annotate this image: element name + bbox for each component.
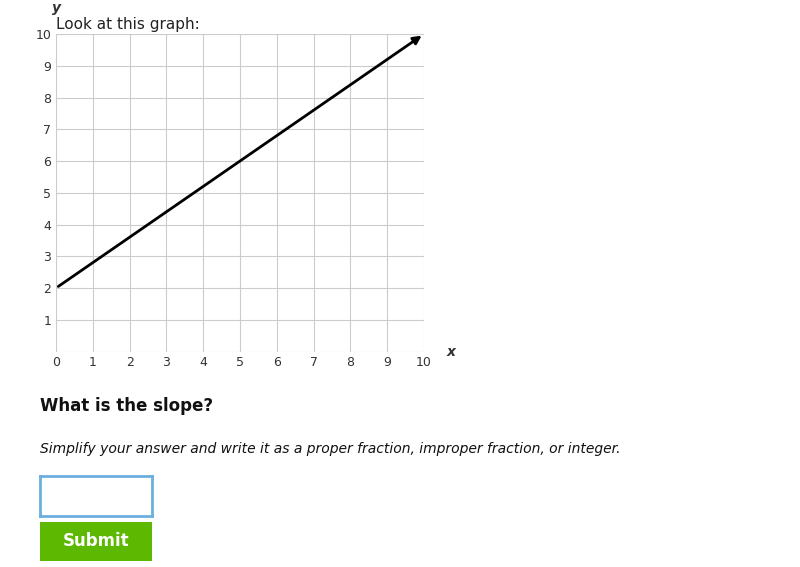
Text: y: y bbox=[51, 1, 61, 15]
Text: x: x bbox=[446, 345, 455, 358]
Text: Submit: Submit bbox=[62, 532, 130, 551]
Text: Simplify your answer and write it as a proper fraction, improper fraction, or in: Simplify your answer and write it as a p… bbox=[40, 442, 621, 456]
Text: Look at this graph:: Look at this graph: bbox=[56, 17, 200, 32]
Text: What is the slope?: What is the slope? bbox=[40, 397, 213, 415]
